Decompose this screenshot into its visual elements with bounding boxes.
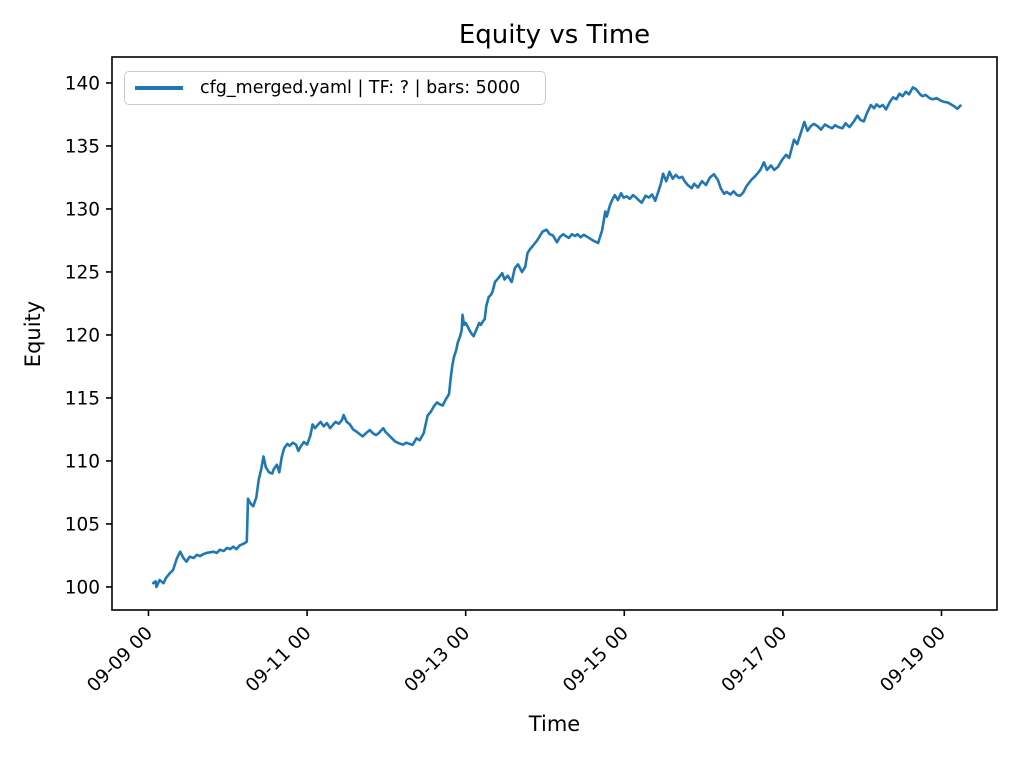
y-tick-label: 105 xyxy=(65,514,100,535)
plot-border xyxy=(111,56,998,611)
series-layer xyxy=(151,86,962,589)
legend-line-sample xyxy=(135,86,183,90)
x-tick-label: 09-11 00 xyxy=(242,623,316,697)
x-tick-label: 09-13 00 xyxy=(401,623,475,697)
legend-label: cfg_merged.yaml | TF: ? | bars: 5000 xyxy=(200,78,521,98)
x-axis-label: Time xyxy=(528,712,581,736)
legend: cfg_merged.yaml | TF: ? | bars: 5000 xyxy=(124,71,546,105)
y-tick-label: 135 xyxy=(65,136,100,157)
y-tick-label: 100 xyxy=(65,577,100,598)
y-tick-label: 125 xyxy=(65,262,100,283)
y-tick-label: 115 xyxy=(65,388,100,409)
chart-title: Equity vs Time xyxy=(458,20,651,50)
y-axis-label: Equity xyxy=(21,300,45,368)
axes-ticks: 100 105 110 115 120 125 130 135 140 09-09 00 09-11… xyxy=(65,73,950,696)
x-tick-label: 09-17 00 xyxy=(718,623,792,697)
equity-line-series xyxy=(151,86,962,589)
x-tick-label: 09-19 00 xyxy=(876,623,950,697)
y-tick-label: 140 xyxy=(65,73,100,94)
x-tick-label: 09-15 00 xyxy=(559,623,633,697)
x-tick-label: 09-09 00 xyxy=(83,623,157,697)
y-tick-label: 130 xyxy=(65,199,100,220)
y-tick-label: 110 xyxy=(65,451,100,472)
y-tick-label: 120 xyxy=(65,325,100,346)
